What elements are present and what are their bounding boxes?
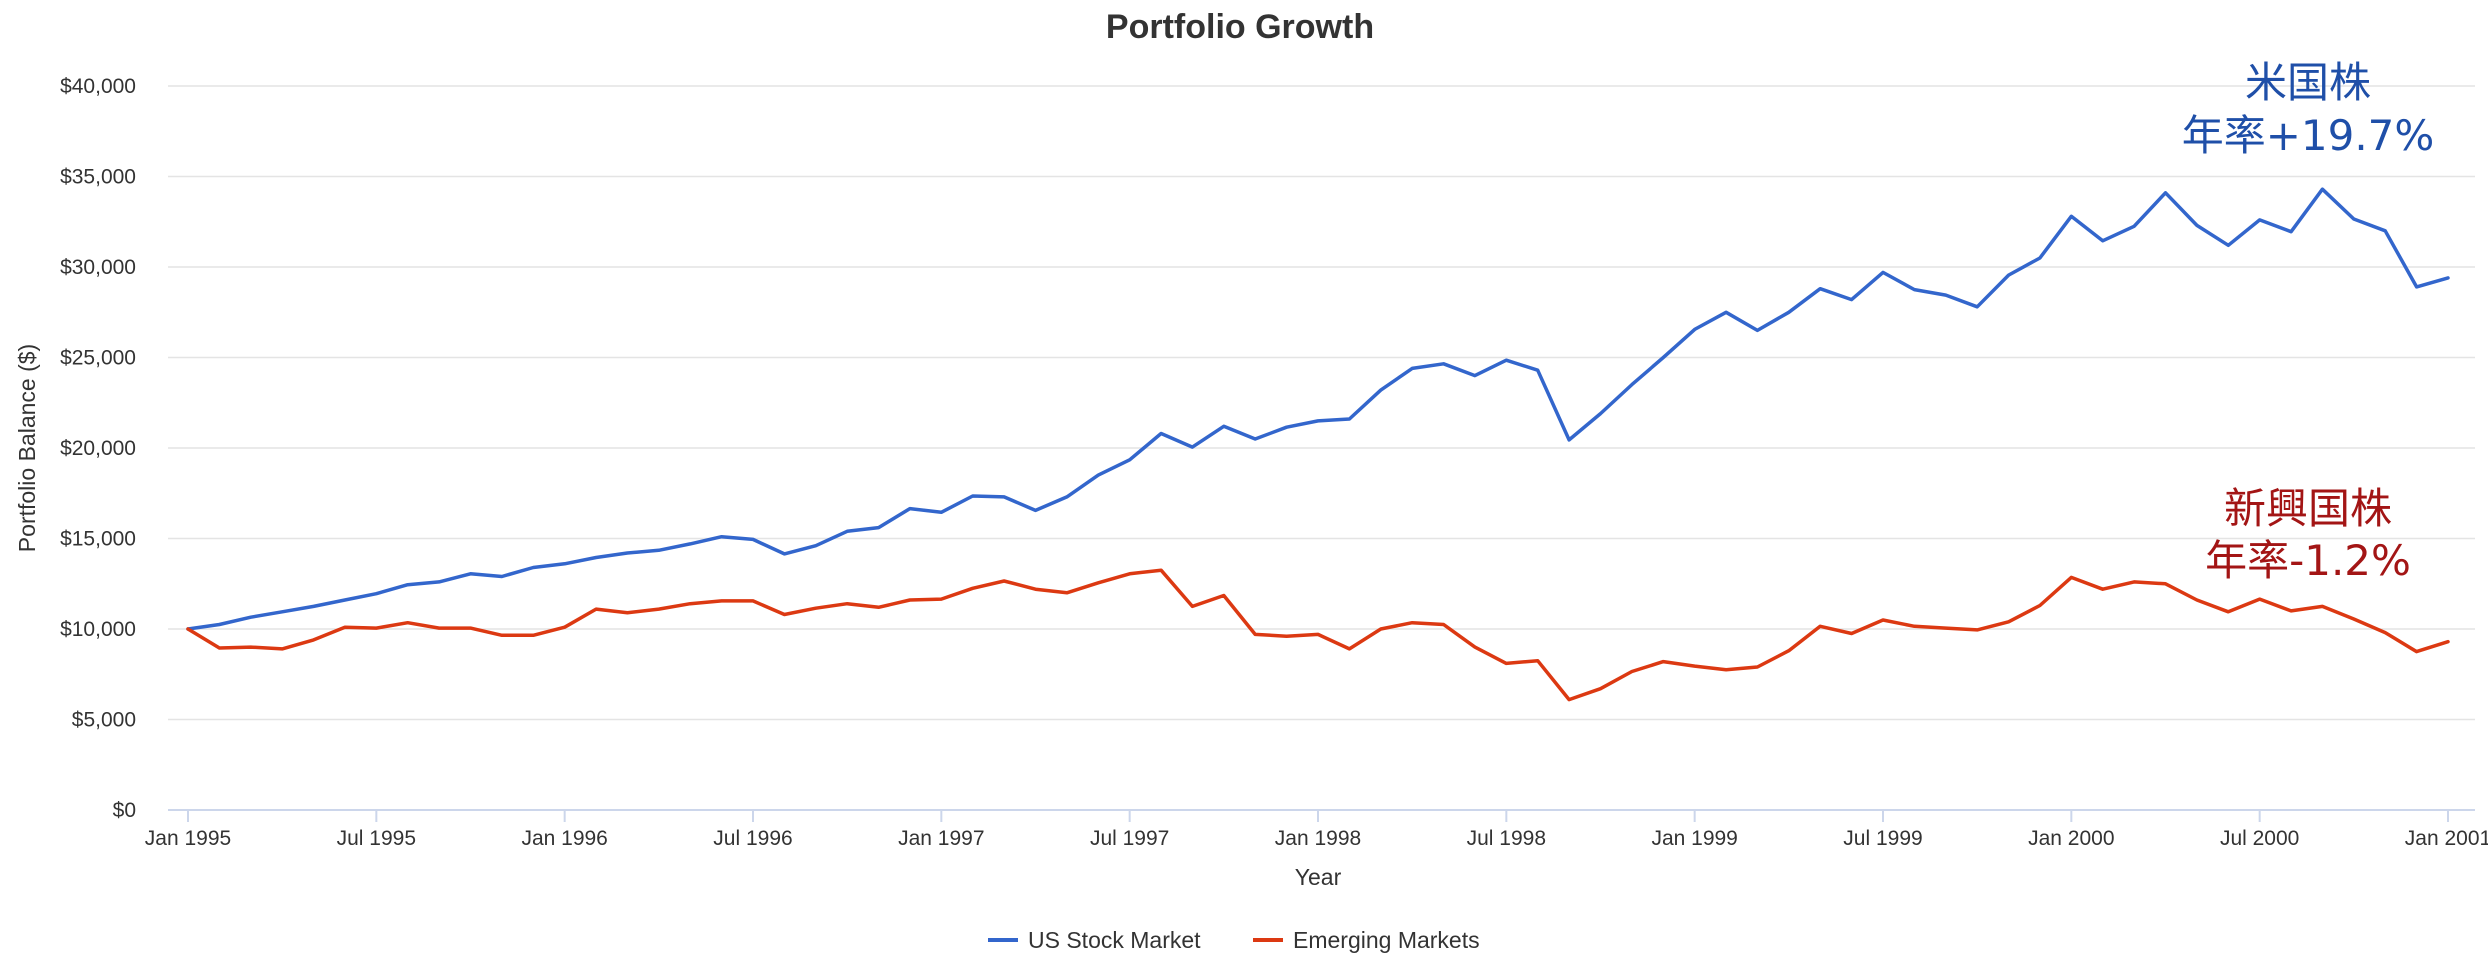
series-line-us-stock-market xyxy=(186,187,2450,631)
legend-label: US Stock Market xyxy=(1028,927,1201,953)
legend-item-us-stock-market[interactable]: US Stock Market xyxy=(988,927,1201,953)
y-tick-label: $15,000 xyxy=(60,528,136,551)
series-line-emerging-markets xyxy=(186,568,2450,702)
x-tick-label: Jan 1998 xyxy=(1275,827,1361,850)
x-tick-label: Jan 2000 xyxy=(2028,827,2114,850)
legend[interactable]: US Stock Market Emerging Markets xyxy=(988,927,1480,953)
grid-lines xyxy=(168,85,2475,721)
y-tick-label: $20,000 xyxy=(60,437,136,460)
y-axis-ticks: $0 $5,000 $10,000 $15,000 $20,000 $25,000 $30,… xyxy=(60,75,136,822)
x-tick-label: Jul 1998 xyxy=(1467,827,1546,850)
annotation-label: 米国株 xyxy=(2245,58,2371,107)
x-tick-label: Jan 1996 xyxy=(521,827,607,850)
legend-label: Emerging Markets xyxy=(1293,927,1480,953)
x-tick-label: Jan 1999 xyxy=(1651,827,1737,850)
series-lines xyxy=(186,187,2450,702)
annotation-return: 年率-1.2% xyxy=(2205,536,2411,585)
x-tick-label: Jul 1997 xyxy=(1090,827,1169,850)
y-tick-label: $10,000 xyxy=(60,618,136,641)
x-tick-label: Jul 1996 xyxy=(713,827,792,850)
annotation-return: 年率+19.7% xyxy=(2182,111,2435,160)
x-tick-label: Jan 2001 xyxy=(2405,827,2488,850)
y-tick-label: $30,000 xyxy=(60,256,136,279)
x-tick-label: Jul 2000 xyxy=(2220,827,2299,850)
y-tick-label: $40,000 xyxy=(60,75,136,98)
y-axis-title: Portfolio Balance ($) xyxy=(14,344,40,552)
y-tick-label: $5,000 xyxy=(72,709,136,732)
chart-title: Portfolio Growth xyxy=(1106,8,1374,46)
y-tick-label: $0 xyxy=(113,799,136,822)
x-tick-label: Jul 1995 xyxy=(337,827,416,850)
x-axis-title: Year xyxy=(1295,864,1342,890)
annotation-label: 新興国株 xyxy=(2224,484,2392,533)
x-tick-label: Jan 1995 xyxy=(145,827,231,850)
legend-item-emerging-markets[interactable]: Emerging Markets xyxy=(1253,927,1480,953)
y-tick-label: $25,000 xyxy=(60,347,136,370)
x-axis-ticks: Jan 1995 Jul 1995 Jan 1996 Jul 1996 Jan 1997… xyxy=(145,810,2488,850)
y-tick-label: $35,000 xyxy=(60,166,136,189)
x-tick-label: Jan 1997 xyxy=(898,827,984,850)
x-tick-label: Jul 1999 xyxy=(1843,827,1922,850)
